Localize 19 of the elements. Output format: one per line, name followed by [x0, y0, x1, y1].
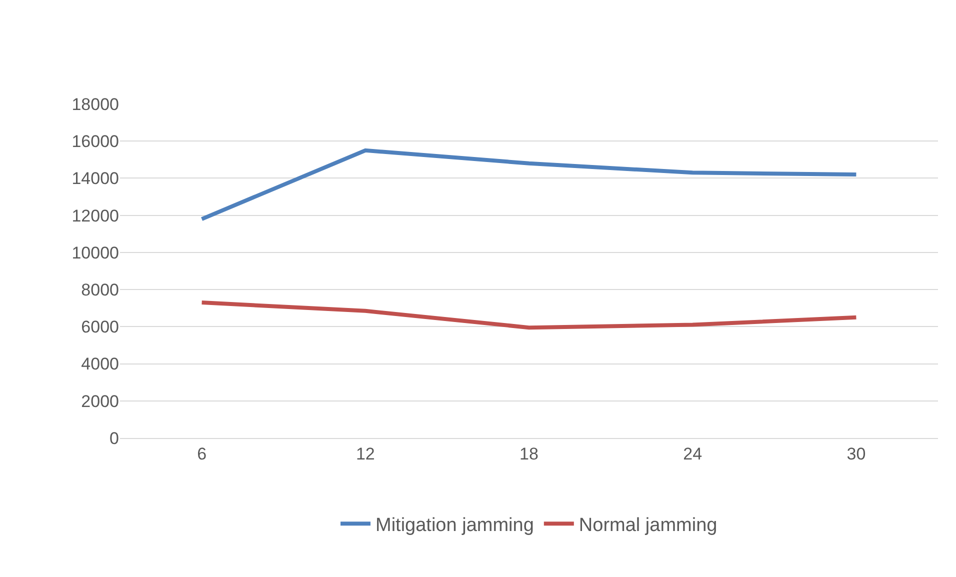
y-tick-label: 18000 — [72, 94, 119, 114]
y-tick-label: 6000 — [81, 318, 119, 337]
y-tick-label: 10000 — [72, 243, 119, 262]
legend-label: Mitigation jamming — [376, 515, 534, 536]
x-tick-label: 12 — [356, 444, 375, 464]
x-tick-label: 6 — [197, 444, 207, 464]
y-tick-label: 8000 — [81, 280, 119, 300]
x-tick-label: 18 — [520, 444, 538, 464]
y-tick-label: 0 — [110, 428, 119, 448]
x-tick-label: 24 — [683, 444, 702, 464]
x-tick-label: 30 — [846, 444, 866, 464]
line-series — [200, 148, 858, 222]
legend-label: Normal jamming — [578, 515, 718, 536]
y-tick-label: 12000 — [72, 206, 119, 226]
line-series — [200, 300, 858, 330]
y-tick-label: 16000 — [72, 132, 119, 152]
y-tick-label: 2000 — [81, 392, 119, 411]
y-tick-label: 4000 — [81, 354, 119, 374]
y-tick-label: 14000 — [72, 169, 119, 188]
